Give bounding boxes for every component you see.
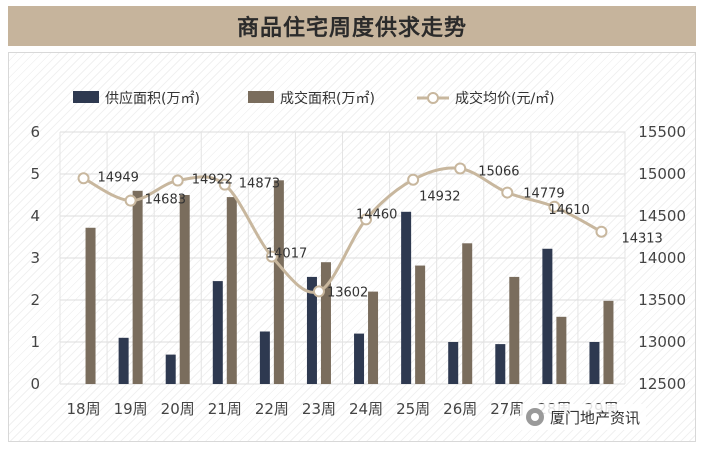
price-point (124, 194, 137, 207)
price-data-label: 14779 (523, 187, 564, 202)
price-data-label: 14610 (548, 203, 589, 218)
bar-supply (165, 354, 176, 384)
y-left-tick-label: 5 (30, 165, 40, 183)
price-data-label: 14949 (98, 170, 139, 185)
x-tick-label: 23周 (302, 400, 336, 418)
watermark-text: 厦门地产资讯 (550, 408, 641, 427)
bar-deal (85, 227, 96, 384)
bar-supply (401, 211, 412, 384)
bar-supply (495, 344, 506, 384)
chart-title: 商品住宅周度供求走势 (236, 16, 467, 41)
chart-title-bar: 商品住宅周度供求走势 (8, 6, 696, 46)
x-tick-label: 27周 (490, 400, 524, 418)
x-tick-label: 21周 (208, 400, 242, 418)
bar-supply (306, 276, 317, 384)
price-data-label: 14460 (356, 207, 397, 222)
y-right-tick-label: 13000 (638, 333, 686, 351)
x-tick-label: 20周 (161, 400, 195, 418)
price-data-label: 14313 (621, 232, 662, 247)
price-data-label: 15066 (478, 164, 519, 179)
legend-swatch-price-point (427, 92, 439, 104)
bar-supply (259, 331, 270, 384)
bar-deal (179, 195, 190, 384)
y-left-tick-label: 4 (30, 207, 40, 225)
x-tick-label: 18周 (66, 400, 100, 418)
bar-supply (542, 248, 553, 384)
bar-deal (368, 291, 379, 384)
price-point (218, 178, 231, 191)
y-right-tick-label: 15500 (638, 123, 686, 141)
legend-label-price: 成交均价(元/㎡) (455, 90, 555, 107)
price-point (77, 172, 90, 185)
price-point (595, 225, 608, 238)
bar-deal (273, 180, 284, 384)
y-right-tick-label: 14000 (638, 249, 686, 267)
price-data-label: 14873 (239, 177, 280, 192)
bar-deal (462, 243, 473, 384)
bar-supply (448, 342, 459, 384)
price-point (265, 250, 278, 263)
price-data-label: 14683 (145, 193, 186, 208)
y-left-tick-label: 0 (30, 375, 40, 393)
bar-deal (556, 316, 567, 384)
price-point (171, 174, 184, 187)
bar-supply (212, 281, 223, 384)
y-right-tick-label: 13500 (638, 291, 686, 309)
x-tick-label: 22周 (255, 400, 289, 418)
price-point (454, 162, 467, 175)
price-point (548, 200, 561, 213)
bar-deal (509, 276, 520, 384)
bar-deal (132, 190, 143, 384)
x-tick-label: 19周 (114, 400, 148, 418)
y-left-tick-label: 6 (30, 123, 40, 141)
x-tick-label: 25周 (396, 400, 430, 418)
price-data-label: 14922 (192, 173, 233, 188)
y-left-tick-label: 2 (30, 291, 40, 309)
bar-deal (320, 262, 331, 384)
legend-label-supply: 供应面积(万㎡) (105, 90, 200, 107)
legend-swatch-supply (73, 91, 99, 103)
bar-deal (415, 265, 426, 384)
price-data-label: 13602 (327, 285, 368, 300)
x-tick-label: 24周 (349, 400, 383, 418)
legend-label-deal: 成交面积(万㎡) (280, 90, 375, 107)
legend-swatch-deal (248, 91, 274, 103)
watermark-badge: 厦门地产资讯 (520, 404, 647, 430)
y-right-tick-label: 14500 (638, 207, 686, 225)
bar-supply (589, 342, 600, 384)
y-left-tick-label: 3 (30, 249, 40, 267)
bar-deal (226, 197, 237, 384)
price-point (360, 213, 373, 226)
bar-supply (118, 337, 129, 384)
y-right-tick-label: 12500 (638, 375, 686, 393)
y-right-tick-label: 15000 (638, 165, 686, 183)
bar-deal (603, 300, 614, 384)
price-point (312, 285, 325, 298)
price-point (407, 173, 420, 186)
y-left-tick-label: 1 (30, 333, 40, 351)
price-data-label: 14932 (419, 190, 460, 205)
wechat-icon (526, 408, 544, 426)
price-data-label: 14017 (266, 247, 307, 262)
bar-supply (354, 333, 365, 384)
x-tick-label: 26周 (443, 400, 477, 418)
price-point (501, 186, 514, 199)
